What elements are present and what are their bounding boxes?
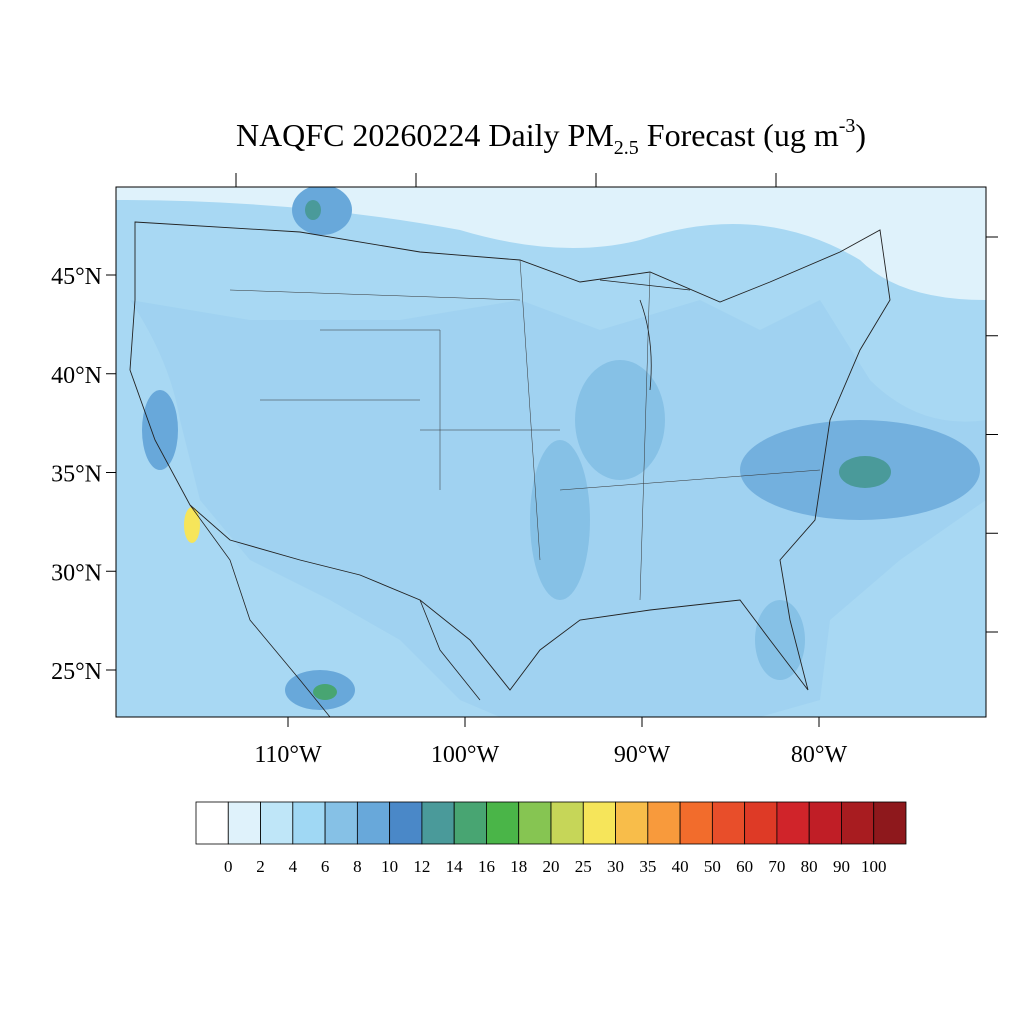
title-end: ) [855, 117, 866, 153]
blob [530, 440, 590, 600]
colorbar-box [453, 801, 487, 845]
blob [755, 600, 805, 680]
blob [292, 187, 352, 235]
colorbar-box [841, 801, 875, 845]
title-sup: -3 [839, 115, 856, 137]
title-main: NAQFC 20260224 Daily PM [236, 117, 614, 153]
colorbar-box [292, 801, 326, 845]
colorbar: 0 2 4 6 8 10 12 14 16 18 20 25 30 35 40 50 60 70 80 90 100 [195, 801, 907, 876]
lon-label: 110°W [254, 742, 322, 768]
colorbar-label: 0 [224, 857, 233, 876]
colorbar-label: 6 [321, 857, 330, 876]
colorbar-label: 16 [478, 857, 495, 876]
colorbar-label: 40 [672, 857, 689, 876]
us-outline [129, 221, 891, 691]
colorbar-box [389, 801, 423, 845]
blob [305, 200, 321, 220]
blob [575, 360, 665, 480]
colorbar-box [615, 801, 649, 845]
colorbar-box [195, 801, 229, 845]
colorbar-box [550, 801, 584, 845]
hotspot [184, 507, 200, 543]
title: NAQFC 20260224 Daily PM2.5 Forecast (ug … [236, 115, 866, 159]
colorbar-box [679, 801, 713, 845]
colorbar-label: 20 [543, 857, 560, 876]
colorbar-label: 35 [639, 857, 656, 876]
plume-core [839, 456, 891, 488]
colorbar-box [356, 801, 391, 845]
map-field [116, 187, 986, 717]
colorbar-label: 80 [801, 857, 818, 876]
colorbar-box [260, 801, 294, 845]
blob [313, 684, 337, 700]
lat-label: 30°N [51, 560, 102, 586]
colorbar-box [227, 801, 261, 845]
colorbar-box [744, 801, 778, 845]
colorbar-box [582, 801, 616, 845]
colorbar-label: 90 [833, 857, 850, 876]
lon-label: 90°W [614, 742, 671, 768]
blob [142, 390, 178, 470]
colorbar-label: 12 [413, 857, 430, 876]
colorbar-box [421, 801, 455, 845]
state-borders [229, 259, 821, 601]
colorbar-label: 25 [575, 857, 592, 876]
colorbar-box [324, 801, 358, 845]
title-mid: Forecast (ug m [639, 117, 839, 153]
colorbar-label: 2 [256, 857, 265, 876]
lon-label: 100°W [431, 742, 500, 768]
title-sub: 2.5 [614, 137, 639, 159]
colorbar-label: 50 [704, 857, 721, 876]
colorbar-box [808, 801, 842, 845]
lat-label: 40°N [51, 363, 102, 389]
mexico-coast [189, 504, 481, 717]
colorbar-box [776, 801, 810, 845]
lat-label: 35°N [51, 462, 102, 488]
colorbar-label: 70 [768, 857, 785, 876]
colorbar-label: 30 [607, 857, 624, 876]
colorbar-label: 14 [446, 857, 464, 876]
colorbar-box [711, 801, 746, 845]
colorbar-label: 100 [861, 857, 887, 876]
lat-label: 25°N [51, 659, 102, 685]
colorbar-box [647, 801, 681, 845]
great-lakes [599, 279, 691, 391]
lon-label: 80°W [791, 742, 848, 768]
colorbar-label: 18 [510, 857, 527, 876]
axes: 45°N 40°N 35°N 30°N 25°N 110°W 100°W 90°W 80°W [51, 173, 998, 768]
lat-label: 45°N [51, 264, 102, 290]
colorbar-box [873, 801, 907, 845]
colorbar-label: 4 [289, 857, 298, 876]
colorbar-box [486, 801, 520, 845]
colorbar-label: 8 [353, 857, 362, 876]
map-frame [115, 186, 987, 718]
colorbar-box [518, 801, 552, 845]
north-field [116, 187, 986, 300]
colorbar-label: 10 [381, 857, 398, 876]
colorbar-label: 60 [736, 857, 753, 876]
